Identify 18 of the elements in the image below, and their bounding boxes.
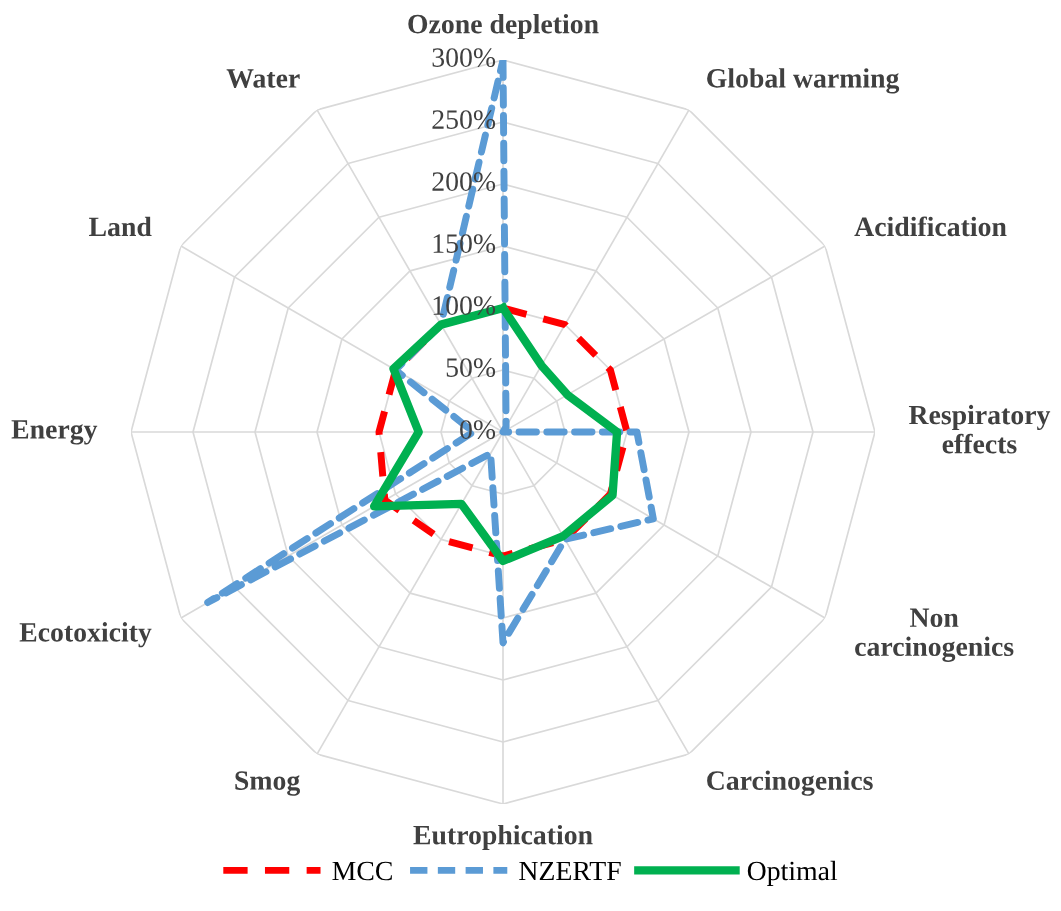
- legend-label: NZERTF: [519, 861, 621, 881]
- y-tick-label: 200%: [432, 172, 496, 192]
- spoke-label: Smog: [235, 771, 300, 796]
- spoke-label: Land: [89, 216, 152, 237]
- legend-label: MCC: [332, 861, 392, 881]
- spoke-label: Acidification: [854, 216, 1007, 237]
- y-tick-label: 50%: [446, 358, 496, 378]
- spoke-label: Eutrophication: [413, 824, 593, 851]
- spoke-label: Global warming: [707, 68, 900, 94]
- spoke-label: Ecotoxicity: [19, 622, 152, 648]
- spoke-label: Ozone depletion: [408, 13, 599, 40]
- spoke-label: Water: [226, 69, 300, 88]
- y-tick-label: 300%: [432, 48, 496, 68]
- spoke-label: Carcinogenics: [707, 770, 873, 796]
- spoke-label: Energy: [11, 420, 98, 445]
- legend-label: Optimal: [747, 860, 838, 886]
- spoke-label: Non carcinogenics: [855, 608, 1014, 662]
- spoke-label: Respiratory effects: [908, 404, 1051, 454]
